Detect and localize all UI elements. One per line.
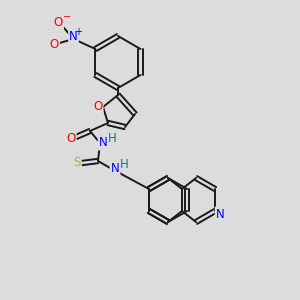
Text: N: N bbox=[99, 136, 107, 149]
Text: O: O bbox=[50, 38, 59, 52]
Text: H: H bbox=[120, 158, 128, 170]
Text: +: + bbox=[74, 27, 83, 37]
Text: −: − bbox=[63, 12, 71, 22]
Text: N: N bbox=[216, 208, 224, 220]
Text: O: O bbox=[54, 16, 63, 29]
Text: N: N bbox=[69, 31, 78, 44]
Text: O: O bbox=[66, 133, 76, 146]
Text: N: N bbox=[111, 163, 119, 176]
Text: H: H bbox=[108, 131, 116, 145]
Text: O: O bbox=[93, 100, 103, 113]
Text: S: S bbox=[73, 157, 81, 169]
